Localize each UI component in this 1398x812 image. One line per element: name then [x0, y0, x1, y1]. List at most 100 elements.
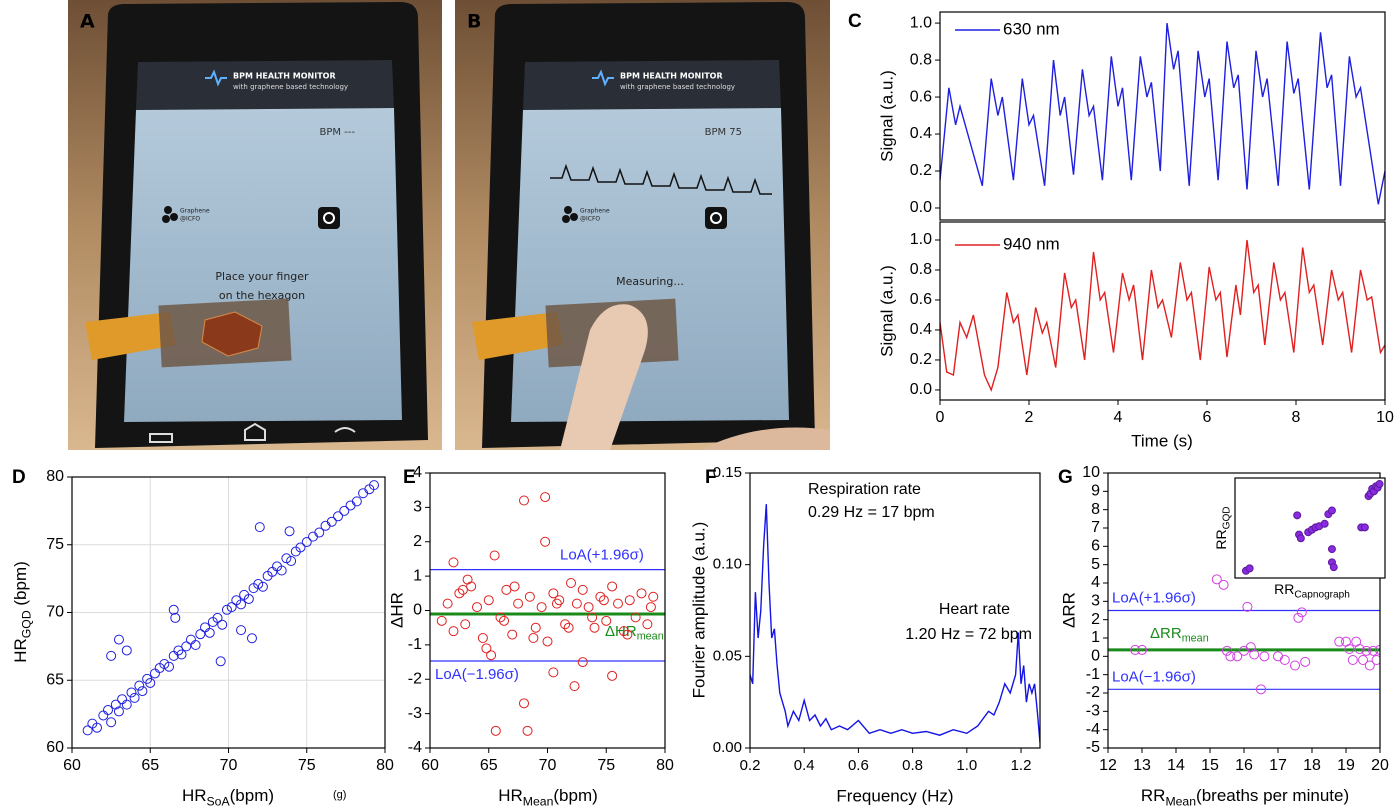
data-point — [320, 520, 331, 531]
reference-label: ΔRRmean — [1150, 625, 1209, 645]
data-point — [339, 505, 350, 516]
y-tick-label: 0.4 — [910, 321, 932, 338]
data-point — [648, 591, 659, 602]
data-point — [200, 622, 211, 633]
data-point — [1222, 645, 1232, 656]
data-point — [457, 584, 468, 595]
data-point — [1327, 506, 1336, 515]
subscript: mean — [1182, 633, 1209, 645]
x-axis-label: RRCapnograph — [1274, 581, 1350, 600]
y-tick-label: 1 — [413, 567, 422, 584]
y-tick-label: -3 — [1086, 703, 1100, 720]
data-point — [566, 578, 576, 588]
data-point — [168, 604, 179, 615]
y-tick-label: 0 — [1091, 648, 1100, 665]
data-point — [560, 619, 571, 630]
logo-name: Graphene — [580, 208, 610, 215]
hand — [700, 427, 830, 450]
subscript: GQD — [1221, 506, 1232, 529]
data-point — [1358, 655, 1368, 665]
x-tick-label: 15 — [1201, 757, 1219, 774]
x-tick-label: 14 — [1167, 757, 1185, 774]
x-axis-label: Frequency (Hz) — [836, 786, 953, 805]
data-point — [170, 612, 181, 623]
app-header — [136, 60, 394, 110]
plot-frame — [939, 11, 1386, 221]
data-point — [595, 591, 606, 602]
data-point — [569, 681, 580, 692]
x-tick-label: 60 — [421, 757, 439, 774]
legend-label: 940 nm — [1003, 234, 1060, 253]
data-point — [589, 622, 600, 633]
reference-label: LoA(+1.96σ) — [1112, 589, 1196, 606]
data-point — [1273, 651, 1283, 662]
y-axis-label: Fourier amplitude (a.u.) — [689, 522, 708, 699]
data-point — [369, 480, 380, 491]
data-point — [548, 667, 559, 678]
data-point — [284, 526, 295, 537]
data-point — [358, 488, 369, 499]
app-header — [523, 60, 781, 110]
data-point — [542, 636, 553, 647]
data-point — [190, 640, 201, 651]
panel-label: C — [848, 11, 862, 32]
data-point — [134, 680, 145, 691]
y-tick-label: 6 — [1091, 538, 1100, 555]
data-point — [524, 591, 535, 602]
y-tick-label: 0.4 — [910, 125, 932, 142]
app-subtitle: with graphene based technology — [620, 83, 735, 91]
data-point — [624, 595, 635, 606]
y-tick-label: 60 — [46, 739, 64, 756]
photo-a: BPM HEALTH MONITOR with graphene based t… — [68, 0, 442, 450]
data-point — [102, 705, 113, 716]
data-point — [106, 650, 117, 661]
y-tick-label: 75 — [46, 536, 64, 553]
y-tick-label: 0.10 — [713, 556, 742, 573]
data-point — [308, 531, 319, 542]
data-point — [577, 657, 588, 668]
x-tick-label: 1.2 — [1011, 757, 1032, 774]
x-tick-label: 1.0 — [956, 757, 977, 774]
y-tick-label: -2 — [1086, 684, 1100, 701]
label-part: RR — [1141, 786, 1166, 805]
label-part: (bpm) — [230, 786, 274, 805]
y-tick-label: 7 — [1091, 519, 1100, 536]
y-tick-label: 70 — [46, 604, 64, 621]
label-part: RR — [1274, 581, 1294, 597]
logo-dot — [564, 206, 572, 214]
data-point — [477, 633, 488, 643]
data-point — [1242, 601, 1253, 612]
data-point — [117, 694, 128, 705]
settings-gear — [710, 212, 722, 224]
data-point — [466, 581, 477, 592]
x-tick-label: 6 — [1203, 409, 1212, 426]
data-point — [1361, 645, 1372, 656]
data-point — [295, 542, 306, 553]
x-tick-label: 0.8 — [902, 757, 923, 774]
subscript: GQD — [20, 610, 34, 638]
data-point — [563, 622, 574, 633]
label-part: HR — [182, 786, 207, 805]
data-point — [548, 588, 559, 599]
data-point — [642, 619, 653, 630]
plot-frame — [939, 221, 1386, 401]
annotation: 1.20 Hz = 72 bpm — [905, 626, 1032, 643]
data-point — [221, 604, 232, 615]
x-tick-label: 16 — [1235, 757, 1253, 774]
y-tick-label: 0.6 — [910, 88, 932, 105]
x-tick-label: 8 — [1292, 409, 1301, 426]
y-tick-label: 0.8 — [910, 51, 932, 68]
waveform — [550, 163, 772, 195]
panel-label: F — [705, 467, 717, 488]
label-part: (bpm) — [553, 786, 597, 805]
label-part: (breaths per minute) — [1196, 786, 1349, 805]
annotation: Heart rate — [939, 601, 1010, 618]
data-point — [92, 722, 103, 733]
data-point — [1327, 545, 1336, 554]
y-tick-label: 0.05 — [713, 647, 742, 664]
data-point — [530, 622, 541, 633]
finger — [560, 304, 648, 450]
data-point — [276, 565, 287, 576]
data-point — [236, 599, 247, 610]
y-tick-label: 65 — [46, 671, 64, 688]
